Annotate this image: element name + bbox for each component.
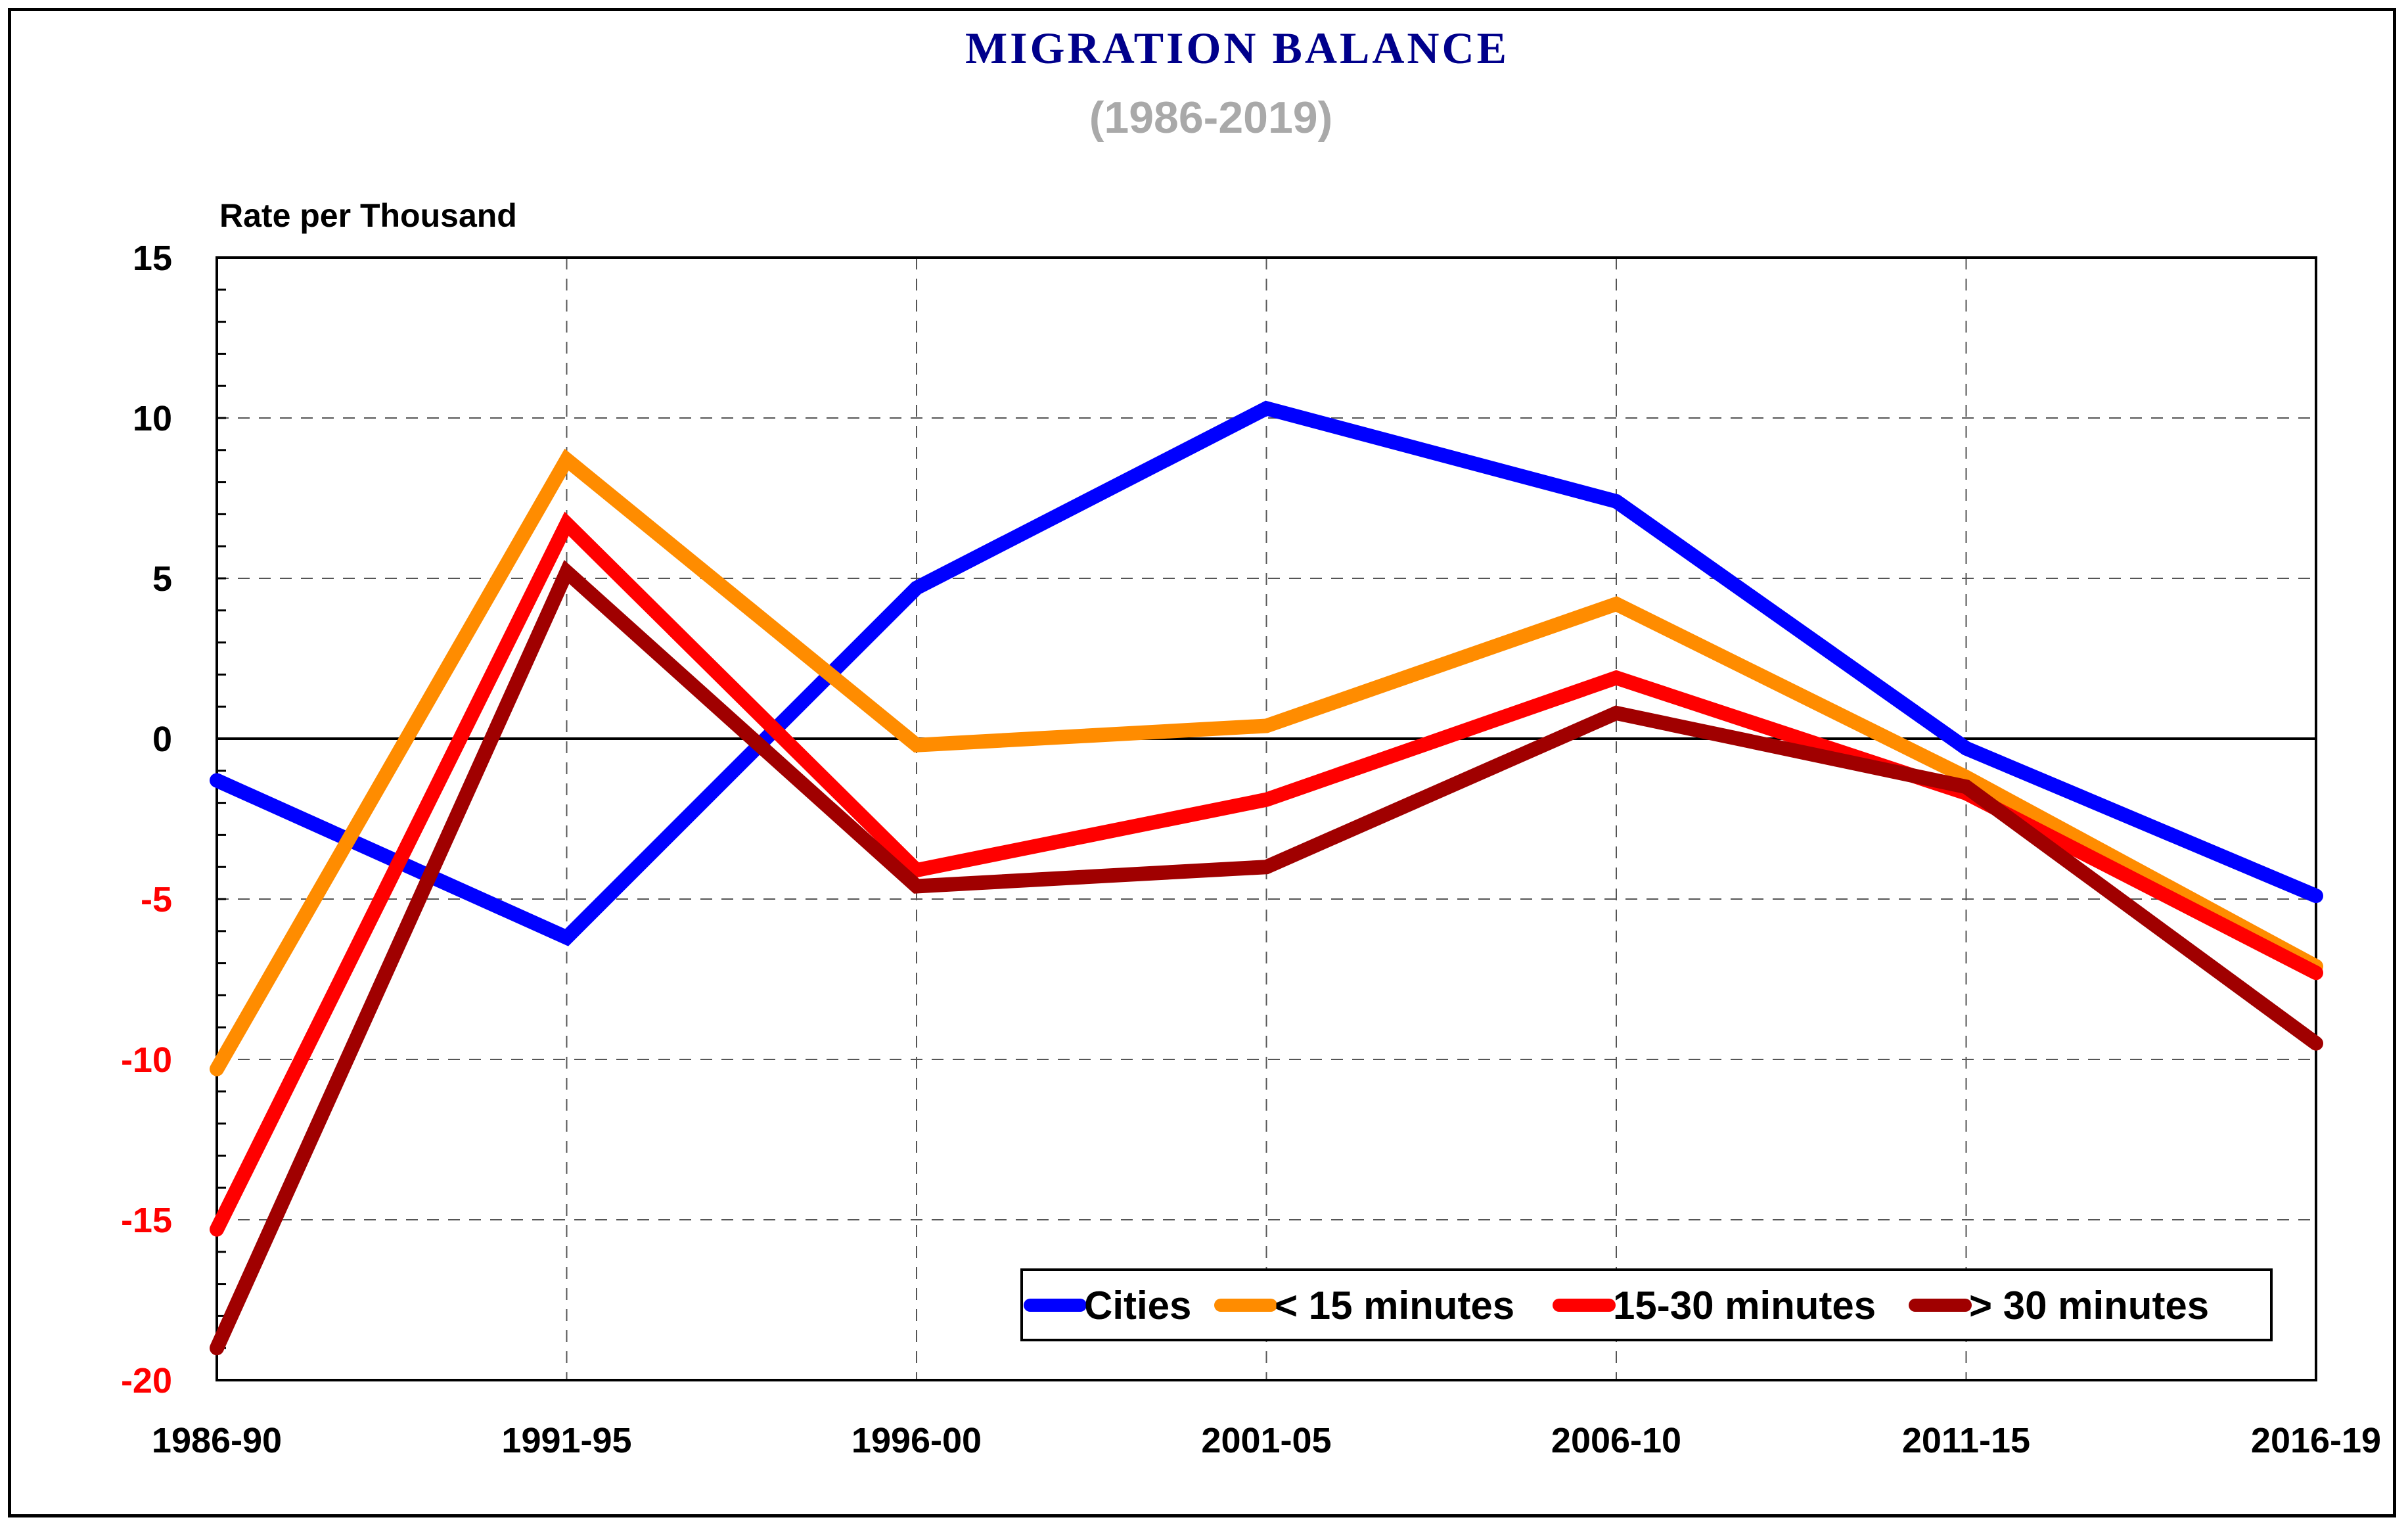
y-tick-label: 0: [152, 720, 172, 759]
y-axis-label: Rate per Thousand: [219, 197, 517, 234]
legend-label: Cities: [1084, 1284, 1191, 1328]
series-line-30-minutes: [210, 560, 2323, 1356]
x-tick-label: 1996-00: [852, 1421, 982, 1460]
grid-layer: [216, 256, 2317, 1381]
chart-subtitle: (1986-2019): [1089, 93, 1332, 143]
y-tick-label: 15: [133, 239, 172, 278]
chart-title: MIGRATION BALANCE: [965, 23, 1509, 73]
x-tick-label: 2016-19: [2251, 1421, 2381, 1460]
y-tick-label: -15: [121, 1201, 172, 1240]
x-tick-label: 2001-05: [1201, 1421, 1331, 1460]
y-tick-label: -5: [141, 880, 172, 919]
x-tick-label: 2011-15: [1902, 1421, 2030, 1460]
plot-area-border: [216, 256, 2317, 1381]
legend-label: > 30 minutes: [1969, 1284, 2209, 1328]
y-tick-labels: 15 10 5 0 -5 -10 -15 -20: [121, 239, 172, 1401]
y-tick-label: -10: [121, 1040, 172, 1080]
x-tick-label: 1991-95: [501, 1421, 631, 1460]
y-tick-label: -20: [121, 1361, 172, 1401]
legend-label: 15-30 minutes: [1613, 1284, 1876, 1328]
x-tick-label: 2006-10: [1551, 1421, 1681, 1460]
legend-label: < 15 minutes: [1275, 1284, 1514, 1328]
series-lines: [210, 400, 2323, 1356]
legend: Cities < 15 minutes 15-30 minutes > 30 minu…: [1020, 1268, 2273, 1341]
x-tick-labels: 1986-90 1991-95 1996-00 2001-05 2006-10 2011-…: [152, 1421, 2381, 1460]
series-line-15-minutes: [210, 448, 2323, 1077]
y-tick-label: 5: [152, 559, 172, 599]
y-tick-label: 10: [133, 399, 172, 438]
x-tick-label: 1986-90: [152, 1421, 282, 1460]
series-line-cities: [210, 400, 2323, 946]
